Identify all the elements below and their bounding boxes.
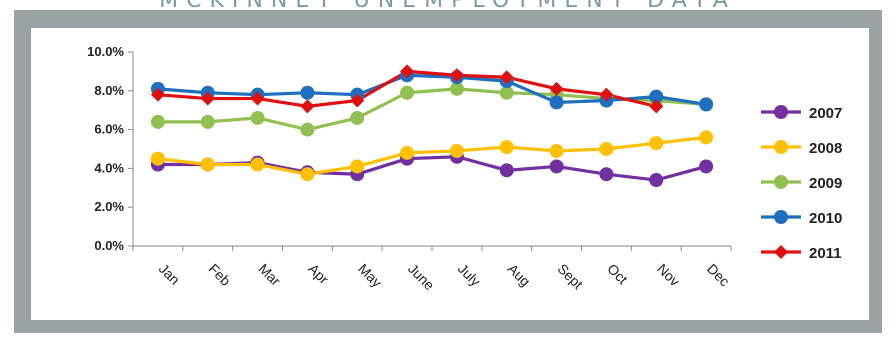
data-point-2007 — [499, 163, 514, 178]
data-point-2011 — [400, 64, 415, 79]
y-tick-label: 4.0% — [94, 160, 124, 175]
legend-marker-2007 — [774, 105, 788, 119]
legend-marker-2010 — [774, 210, 788, 224]
data-point-2008 — [699, 130, 714, 145]
data-point-2009 — [250, 110, 265, 125]
data-point-2008 — [200, 157, 215, 172]
data-point-2008 — [449, 143, 464, 158]
data-point-2008 — [150, 151, 165, 166]
data-point-2008 — [350, 159, 365, 174]
chart-card: 0.0% 2.0% 4.0% 6.0% 8.0% 10.0% Jan Feb Mar Apr May… — [31, 28, 869, 320]
data-point-2011 — [250, 91, 265, 106]
data-point-2011 — [200, 91, 215, 106]
data-point-2008 — [400, 145, 415, 160]
data-point-2011 — [499, 70, 514, 85]
legend-marker-2008 — [774, 140, 788, 154]
data-point-2007 — [649, 173, 664, 188]
y-tick-label: 0.0% — [94, 238, 124, 253]
data-point-2011 — [599, 87, 614, 102]
data-point-2008 — [499, 140, 514, 155]
legend-label-2011: 2011 — [809, 245, 842, 262]
data-point-2009 — [350, 110, 365, 125]
data-point-2008 — [300, 167, 315, 182]
series-line-2007 — [157, 155, 707, 182]
y-tick-label: 6.0% — [94, 122, 124, 137]
series-line-2010 — [157, 73, 707, 106]
x-tick-label: July — [455, 260, 484, 289]
data-point-2009 — [200, 114, 215, 129]
data-point-2008 — [649, 136, 664, 151]
data-point-2011 — [150, 87, 165, 102]
data-point-2009 — [300, 122, 315, 137]
x-tick-label: Nov — [654, 260, 683, 289]
x-tick-label: May — [355, 260, 385, 290]
data-point-2008 — [599, 142, 614, 156]
x-tick-label: Dec — [704, 260, 733, 289]
x-tick-label: Sept — [554, 260, 586, 292]
data-point-2011 — [549, 81, 564, 96]
data-point-2009 — [150, 114, 165, 129]
data-point-2010 — [549, 95, 564, 110]
x-tick-label: Jan — [156, 260, 183, 287]
legend-label-2010: 2010 — [809, 210, 842, 227]
page-title: MCKINNEY UNEMPLOYMENT DATA — [159, 0, 736, 13]
data-point-2011 — [350, 93, 365, 108]
x-tick-label: Aug — [505, 260, 534, 289]
series-line-2008 — [157, 135, 707, 176]
x-tick-label: Apr — [305, 260, 332, 287]
x-tick-label: June — [405, 260, 438, 293]
data-point-2011 — [300, 99, 315, 114]
y-tick-label: 2.0% — [94, 199, 124, 214]
data-point-2010 — [649, 89, 664, 104]
data-point-2009 — [449, 81, 464, 96]
y-tick-label: 10.0% — [87, 44, 124, 59]
legend-label-2008: 2008 — [809, 140, 842, 157]
y-tick-label: 8.0% — [94, 83, 124, 98]
data-point-2007 — [549, 159, 564, 174]
line-chart: 0.0% 2.0% 4.0% 6.0% 8.0% 10.0% Jan Feb Mar Apr May… — [87, 44, 842, 293]
legend-marker-2009 — [774, 175, 788, 189]
data-point-2011 — [449, 68, 464, 83]
data-point-2010 — [699, 97, 714, 112]
data-point-2007 — [699, 159, 714, 174]
data-point-2009 — [400, 85, 415, 100]
data-point-2011 — [649, 99, 664, 114]
legend-marker-2011 — [774, 245, 788, 259]
data-point-2008 — [549, 143, 564, 158]
data-point-2008 — [250, 157, 265, 172]
x-tick-label: Mar — [255, 260, 284, 289]
data-point-2009 — [499, 85, 514, 100]
x-tick-label: Oct — [604, 260, 631, 287]
x-tick-label: Feb — [206, 260, 235, 289]
data-point-2007 — [599, 167, 614, 182]
legend-label-2009: 2009 — [809, 175, 842, 192]
data-point-2010 — [300, 85, 315, 100]
legend-label-2007: 2007 — [809, 105, 842, 122]
